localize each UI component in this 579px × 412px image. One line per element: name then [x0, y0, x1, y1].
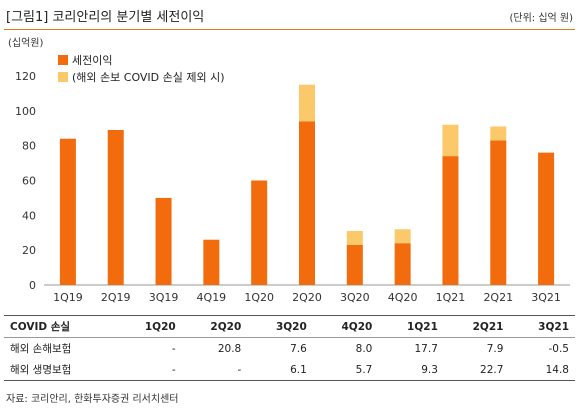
bar-excl-covid-loss [346, 231, 363, 245]
bar-excl-covid-loss [299, 84, 315, 122]
table-header-label: COVID 손실 [4, 315, 117, 338]
table-header-quarter: 1Q20 [116, 315, 182, 338]
y-tick-label: 120 [15, 70, 36, 83]
y-tick-label: 0 [29, 279, 36, 292]
bar-chart: (십억원) 0 20 40 60 80 100 120 1Q19 2Q19 3Q19 4Q19 1Q20… [8, 37, 570, 304]
table-row: 해외 생명보험 - -6.1 5.7 9.3 22.7 14.8 [4, 359, 575, 381]
table-row: 해외 손해보험 - 20.8 7.6 8.0 17.7 7.9 -0.5 [4, 338, 575, 360]
table-cell: 7.6 [290, 342, 307, 355]
table-header-quarter: 3Q21 [509, 315, 575, 338]
x-tick-label: 2Q19 [101, 291, 131, 304]
table-cell: 6.1 [247, 359, 313, 381]
y-tick-label: 100 [15, 105, 36, 118]
bar-excl-covid-loss [394, 229, 411, 244]
table-cell: 7.9 [486, 342, 504, 355]
x-tick-label: 1Q21 [436, 291, 466, 304]
table-body: 해외 손해보험 -20.8 7.6 8.0 17.7 7.9 -0.5 해외 생명보험 - -6.… [4, 338, 575, 381]
x-tick-label: 1Q20 [244, 291, 274, 304]
legend-swatch [58, 72, 68, 82]
figure-header: [그림1] 코리안리의 분기별 세전이익 (단위: 십억 원) [0, 0, 579, 30]
x-tick-label: 1Q19 [53, 291, 83, 304]
x-tick-label: 3Q20 [340, 291, 370, 304]
table-cell: -0.5 [548, 342, 570, 355]
legend-label: 세전이익 [72, 54, 112, 67]
bar-pretax-profit [490, 140, 507, 285]
bar-excl-covid-loss [490, 126, 507, 141]
y-tick-label: 40 [22, 209, 36, 222]
table-cell: - [116, 359, 182, 381]
bar-pretax-profit [59, 138, 76, 285]
x-tick-label: 3Q19 [149, 291, 179, 304]
bar-pretax-profit [442, 156, 459, 285]
legend-swatch [58, 55, 68, 65]
table-header-quarter: 2Q21 [443, 315, 510, 338]
table-cell: 8.0 [355, 342, 373, 355]
table-cell: 9.3 [378, 359, 444, 381]
bar-pretax-profit [203, 239, 220, 285]
table-cell: - [181, 359, 248, 381]
bar-pretax-profit [394, 243, 411, 285]
row-label: 해외 생명보험 [4, 359, 117, 381]
figure-title: [그림1] 코리안리의 분기별 세전이익 [6, 10, 205, 25]
table-cell: 5.7 [312, 359, 379, 381]
covid-loss-table: COVID 손실 1Q20 2Q20 3Q20 4Q20 1Q21 2Q21 3Q21 해외 … [4, 315, 575, 381]
y-axis-label: (십억원) [8, 37, 44, 49]
row-label: 해외 손해보험 [10, 343, 72, 355]
table-header-row: COVID 손실 1Q20 2Q20 3Q20 4Q20 1Q21 2Q21 3Q21 [4, 315, 575, 338]
legend-label: (해외 손보 COVID 손실 제외 시) [72, 70, 225, 84]
table-cell: 14.8 [509, 359, 575, 381]
bar-pretax-profit [346, 244, 363, 285]
y-tick-label: 60 [22, 175, 36, 188]
bar-excl-covid-loss [442, 124, 459, 157]
x-tick-label: 2Q21 [483, 291, 513, 304]
x-tick-label: 4Q19 [197, 291, 227, 304]
bar-pretax-profit [251, 180, 268, 285]
x-tick-label: 4Q20 [388, 291, 418, 304]
table-cell: - [171, 342, 176, 355]
source-note: 자료: 코리안리, 한화투자증권 리서치센터 [6, 394, 179, 405]
table-cell: 20.8 [217, 342, 242, 355]
bar-pretax-profit [538, 152, 555, 285]
table-cell: 22.7 [443, 359, 510, 381]
table-header-quarter: 2Q20 [181, 315, 248, 338]
table-cell: 17.7 [414, 342, 438, 355]
x-tick-label: 3Q21 [531, 291, 561, 304]
table-header-quarter: 4Q20 [312, 315, 379, 338]
y-tick-label: 80 [22, 140, 36, 153]
unit-label: (단위: 십억 원) [509, 13, 573, 24]
y-tick-label: 20 [22, 244, 36, 257]
bar-pretax-profit [155, 197, 172, 285]
table-header-quarter: 1Q21 [378, 315, 444, 338]
bar-pretax-profit [299, 121, 315, 286]
x-tick-label: 2Q20 [292, 291, 322, 304]
table-header-quarter: 3Q20 [247, 315, 313, 338]
header-rule [4, 29, 575, 30]
bar-pretax-profit [107, 129, 124, 285]
